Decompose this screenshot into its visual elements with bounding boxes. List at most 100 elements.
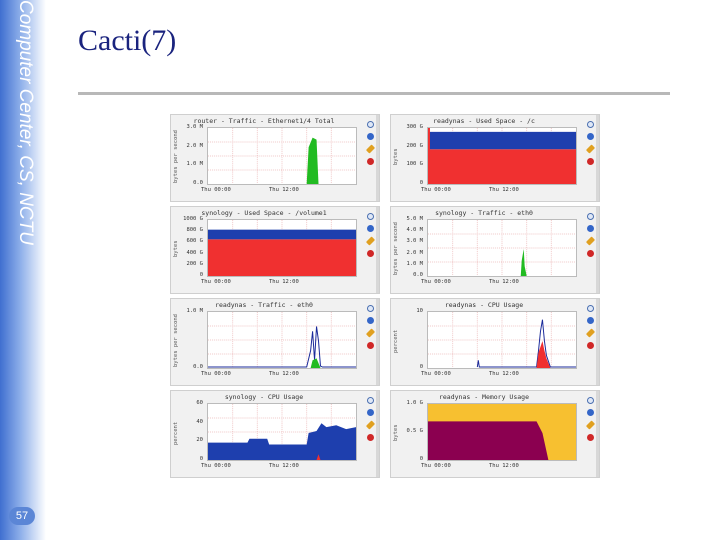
y-axis-label: percent [173, 421, 179, 445]
x-tick-label: Thu 00:00 [421, 279, 451, 285]
panel-scroll-edge [596, 391, 599, 477]
delete-icon[interactable] [366, 342, 374, 349]
delete-icon[interactable] [366, 434, 374, 441]
panel-scroll-edge [376, 391, 379, 477]
delete-icon[interactable] [366, 158, 374, 165]
x-tick-label: Thu 12:00 [269, 279, 299, 285]
blue-circle-icon[interactable] [366, 133, 374, 140]
graph-plot-area[interactable] [427, 311, 577, 369]
y-axis-label: bytes [173, 240, 179, 258]
y-tick-label: 5.0 M [406, 216, 423, 222]
y-tick-label: 0 [199, 456, 203, 462]
zoom-icon[interactable] [586, 305, 594, 312]
graph-svg [428, 220, 576, 276]
graph-actions [584, 213, 596, 257]
blue-circle-icon[interactable] [586, 317, 594, 324]
blue-circle-icon[interactable] [586, 225, 594, 232]
y-tick-label: 200 G [186, 260, 203, 267]
blue-circle-icon[interactable] [586, 133, 594, 140]
delete-icon[interactable] [366, 250, 374, 257]
graph-plot-area[interactable] [427, 219, 577, 277]
zoom-icon[interactable] [366, 397, 374, 404]
edit-icon[interactable] [585, 328, 595, 338]
cpu-system-area [316, 454, 321, 460]
zoom-icon[interactable] [366, 213, 374, 220]
cpu-area [536, 340, 551, 368]
graph-plot-area[interactable] [207, 403, 357, 461]
graph-title: readynas - CPU Usage [444, 301, 524, 309]
x-tick-label: Thu 00:00 [201, 279, 231, 285]
blue-circle-icon[interactable] [366, 317, 374, 324]
delete-icon[interactable] [586, 250, 594, 257]
y-tick-label: 100 G [406, 161, 423, 168]
x-tick-label: Thu 12:00 [489, 187, 519, 193]
graph-plot-area[interactable] [427, 127, 577, 185]
edit-icon[interactable] [365, 328, 375, 338]
panel-scroll-edge [376, 115, 379, 201]
blue-circle-icon[interactable] [366, 409, 374, 416]
graph-actions [364, 397, 376, 441]
x-tick-label: Thu 12:00 [269, 187, 299, 193]
y-axis-label: bytes per second [173, 130, 179, 184]
edit-icon[interactable] [365, 420, 375, 430]
graph-panel[interactable]: readynas - Traffic - eth0 bytes per secon… [170, 298, 380, 386]
graph-panel[interactable]: synology - CPU Usage percent 60 40 20 0 Thu 00… [170, 390, 380, 478]
memory-used-area [428, 421, 549, 460]
sidebar: Computer Center, CS, NCTU 57 [0, 0, 46, 540]
blue-circle-icon[interactable] [586, 409, 594, 416]
graph-panel[interactable]: readynas - Used Space - /c bytes 300 G 200 … [390, 114, 600, 202]
graph-title: router - Traffic - Ethernet1/4 Total [193, 117, 335, 125]
graph-svg [208, 312, 356, 368]
zoom-icon[interactable] [366, 121, 374, 128]
graph-title: synology - Traffic - eth0 [435, 209, 533, 217]
y-tick-label: 0 [419, 364, 423, 370]
graph-title: synology - CPU Usage [224, 393, 304, 401]
y-tick-label: 1.0 M [186, 161, 203, 168]
y-tick-label: 800 G [186, 227, 203, 234]
zoom-icon[interactable] [586, 121, 594, 128]
panel-scroll-edge [596, 299, 599, 385]
x-tick-label: Thu 00:00 [201, 371, 231, 377]
free-area [428, 131, 576, 150]
y-tick-label: 600 G [186, 238, 203, 245]
delete-icon[interactable] [586, 434, 594, 441]
edit-icon[interactable] [365, 144, 375, 154]
delete-icon[interactable] [586, 158, 594, 165]
x-tick-label: Thu 12:00 [489, 463, 519, 469]
edit-icon[interactable] [585, 236, 595, 246]
y-tick-label: 2.0 M [186, 142, 203, 149]
y-tick-label: 0 [419, 456, 423, 462]
graph-plot-area[interactable] [207, 127, 357, 185]
graph-svg [208, 128, 356, 184]
blue-circle-icon[interactable] [366, 225, 374, 232]
traffic-area [306, 137, 319, 184]
graph-actions [584, 121, 596, 165]
graph-actions [584, 305, 596, 349]
graph-panel[interactable]: synology - Used Space - /volume1 bytes 100… [170, 206, 380, 294]
used-area [208, 239, 356, 276]
y-tick-label: 10 [416, 308, 423, 314]
zoom-icon[interactable] [586, 397, 594, 404]
panel-scroll-edge [376, 207, 379, 293]
edit-icon[interactable] [585, 420, 595, 430]
graph-plot-area[interactable] [427, 403, 577, 461]
zoom-icon[interactable] [586, 213, 594, 220]
graph-panel[interactable]: synology - Traffic - eth0 bytes per secon… [390, 206, 600, 294]
delete-icon[interactable] [586, 342, 594, 349]
edit-icon[interactable] [365, 236, 375, 246]
edit-icon[interactable] [585, 144, 595, 154]
y-tick-label: 1000 G [183, 216, 203, 222]
graph-actions [364, 305, 376, 349]
y-axis-label: bytes [393, 424, 399, 442]
x-tick-label: Thu 00:00 [201, 187, 231, 193]
used-area-start [428, 128, 430, 184]
graph-svg [208, 404, 356, 460]
zoom-icon[interactable] [366, 305, 374, 312]
page-number: 57 [9, 507, 35, 525]
graph-plot-area[interactable] [207, 219, 357, 277]
graph-title: readynas - Used Space - /c [433, 117, 535, 125]
graph-plot-area[interactable] [207, 311, 357, 369]
graph-panel[interactable]: router - Traffic - Ethernet1/4 Total byte… [170, 114, 380, 202]
graph-panel[interactable]: readynas - CPU Usage percent 10 0 Thu 00:00 T… [390, 298, 600, 386]
